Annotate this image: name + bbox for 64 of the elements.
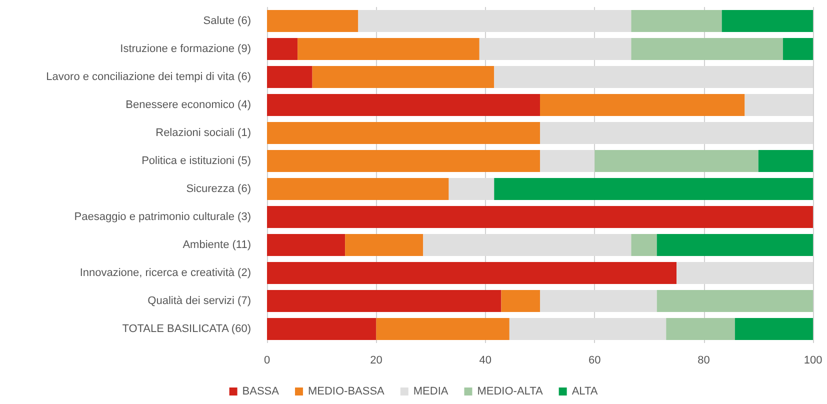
bar bbox=[501, 290, 540, 312]
bar bbox=[734, 318, 813, 340]
bar bbox=[666, 318, 735, 340]
y-tick-label: Lavoro e conciliazione dei tempi di vita (6) bbox=[46, 71, 251, 83]
bar bbox=[448, 178, 494, 200]
bar bbox=[594, 150, 758, 172]
legend-label: BASSA bbox=[242, 386, 280, 398]
bar bbox=[267, 318, 376, 340]
y-tick-label: Ambiente (11) bbox=[182, 239, 251, 251]
bar bbox=[423, 234, 632, 256]
y-tick-label: Istruzione e formazione (9) bbox=[120, 43, 251, 55]
y-tick-label: Innovazione, ricerca e creatività (2) bbox=[80, 267, 251, 279]
bar bbox=[267, 262, 676, 284]
bar bbox=[631, 234, 657, 256]
y-tick-label: Relazioni sociali (1) bbox=[156, 127, 251, 139]
legend-label: MEDIO-BASSA bbox=[308, 386, 386, 398]
bar bbox=[744, 94, 813, 116]
bar bbox=[312, 66, 494, 88]
bar bbox=[631, 38, 783, 60]
bar bbox=[676, 262, 813, 284]
bar bbox=[540, 94, 745, 116]
x-tick-label: 80 bbox=[698, 354, 710, 366]
legend-label: ALTA bbox=[572, 386, 598, 398]
y-tick-label: TOTALE BASILICATA (60) bbox=[122, 323, 251, 335]
bar bbox=[631, 10, 722, 32]
bar bbox=[758, 150, 813, 172]
y-tick-label: Sicurezza (6) bbox=[186, 183, 251, 195]
bar bbox=[509, 318, 666, 340]
bar bbox=[376, 318, 510, 340]
bar bbox=[540, 150, 595, 172]
x-tick-label: 20 bbox=[370, 354, 382, 366]
legend-label: MEDIA bbox=[413, 386, 449, 398]
bar bbox=[782, 38, 813, 60]
y-tick-label: Politica e istituzioni (5) bbox=[142, 155, 251, 167]
x-tick-label: 0 bbox=[264, 354, 270, 366]
bar bbox=[540, 290, 657, 312]
bar bbox=[267, 38, 298, 60]
bar bbox=[358, 10, 632, 32]
bar bbox=[267, 206, 813, 228]
bar bbox=[298, 38, 480, 60]
bar bbox=[267, 66, 312, 88]
bar bbox=[656, 290, 813, 312]
y-tick-label: Paesaggio e patrimonio culturale (3) bbox=[74, 211, 251, 223]
bar bbox=[479, 38, 632, 60]
bar bbox=[494, 178, 813, 200]
bar bbox=[267, 234, 346, 256]
bar bbox=[267, 122, 540, 144]
bar bbox=[267, 290, 502, 312]
x-tick-label: 100 bbox=[804, 354, 822, 366]
legend-label: MEDIO-ALTA bbox=[477, 386, 544, 398]
bar bbox=[722, 10, 813, 32]
bar bbox=[267, 150, 540, 172]
bar bbox=[656, 234, 813, 256]
x-tick-label: 40 bbox=[479, 354, 492, 366]
bar bbox=[345, 234, 424, 256]
x-tick-label: 60 bbox=[588, 354, 601, 366]
y-tick-label: Qualità dei servizi (7) bbox=[148, 295, 251, 307]
y-tick-label: Salute (6) bbox=[203, 15, 251, 27]
bar bbox=[494, 66, 813, 88]
y-tick-label: Benessere economico (4) bbox=[126, 99, 251, 111]
bar bbox=[267, 178, 449, 200]
bar bbox=[540, 122, 813, 144]
bar bbox=[267, 10, 358, 32]
bar bbox=[267, 94, 540, 116]
